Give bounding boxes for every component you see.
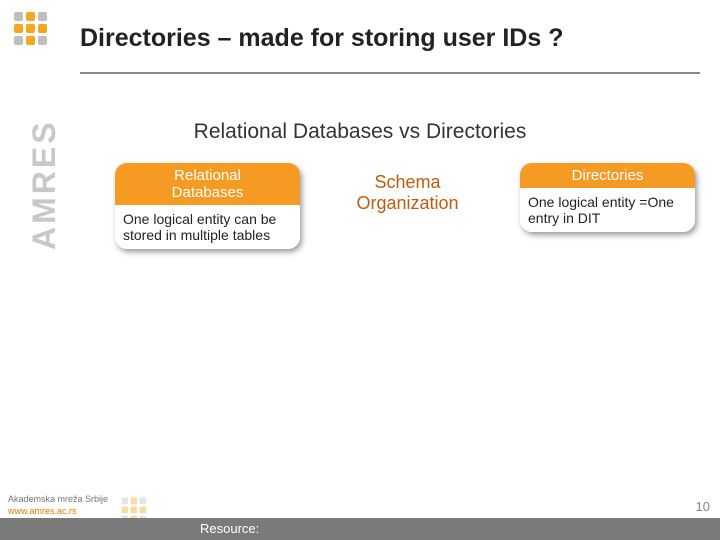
bottom-bar: Resource: bbox=[0, 518, 720, 540]
page-number: 10 bbox=[696, 499, 710, 514]
relational-db-box: Relational Databases One logical entity … bbox=[115, 163, 300, 249]
title-underline bbox=[80, 72, 700, 74]
directories-box: Directories One logical entity =One entr… bbox=[520, 163, 695, 232]
directories-header: Directories bbox=[520, 163, 695, 188]
relational-db-header-l2: Databases bbox=[172, 184, 244, 201]
subtitle: Relational Databases vs Directories bbox=[0, 120, 720, 144]
center-label: Schema Organization bbox=[320, 172, 495, 214]
footer-org: Akademska mreža Srbije bbox=[8, 494, 108, 504]
center-label-l1: Schema bbox=[374, 172, 440, 192]
relational-db-header-l1: Relational bbox=[174, 167, 241, 184]
resource-label: Resource: bbox=[200, 521, 259, 536]
center-label-l2: Organization bbox=[356, 193, 458, 213]
relational-db-body: One logical entity can be stored in mult… bbox=[115, 205, 300, 249]
amres-logo-icon bbox=[12, 10, 60, 58]
footer-url: www.amres.ac.rs bbox=[8, 506, 77, 516]
page-title: Directories – made for storing user IDs … bbox=[80, 24, 563, 53]
relational-db-header: Relational Databases bbox=[115, 163, 300, 205]
directories-body: One logical entity =One entry in DIT bbox=[520, 188, 695, 232]
slide: Directories – made for storing user IDs … bbox=[0, 0, 720, 540]
